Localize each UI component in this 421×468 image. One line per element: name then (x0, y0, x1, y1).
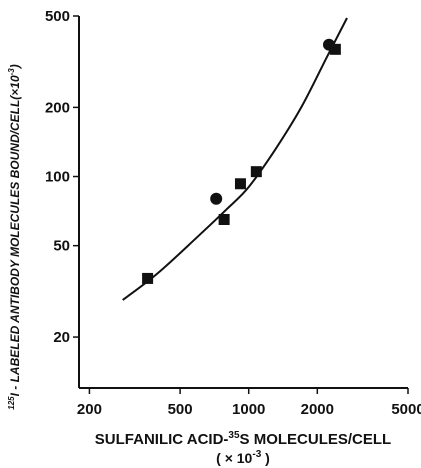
square-data-point (142, 272, 154, 284)
x-axis-label-rest: S MOLECULES/CELL (240, 431, 392, 448)
y-tick-label: 500 (45, 8, 70, 25)
x-axis-units-exp: -3 (252, 449, 261, 460)
x-axis-isotope: 35 (228, 430, 240, 441)
ticks: 200 500 1000 2000 5000 20 50 100 200 500 (45, 8, 421, 418)
square-data-point (218, 213, 230, 225)
y-tick-label: 100 (45, 169, 70, 186)
x-axis-units-close: ) (261, 450, 270, 466)
y-tick-label: 50 (53, 238, 70, 255)
fit-curve-layer (122, 17, 348, 301)
fit-curve (122, 17, 348, 301)
x-tick-label: 2000 (301, 401, 334, 418)
x-axis-units: ( × 10-3 ) (216, 449, 270, 466)
square-data-point (250, 166, 262, 178)
y-tick-label: 20 (53, 329, 70, 346)
circle-data-point (210, 192, 223, 205)
x-tick-label: 5000 (391, 401, 421, 418)
y-axis-title: 125I - LABELED ANTIBODY MOLECULES BOUND/… (7, 64, 22, 410)
y-axis-units-exp: -3 (7, 68, 16, 76)
square-data-point (234, 178, 246, 190)
y-axis-units: (×10 (8, 75, 22, 100)
x-tick-label: 200 (77, 401, 102, 418)
x-tick-label: 500 (168, 401, 193, 418)
square-data-point (329, 43, 341, 55)
y-tick-label: 200 (45, 99, 70, 116)
x-axis-title: SULFANILIC ACID-35S MOLECULES/CELL (95, 430, 391, 448)
circle-data-point (322, 38, 335, 51)
y-axis-units-close: ) (8, 64, 22, 70)
x-tick-label: 1000 (232, 401, 265, 418)
y-axis-label: I - LABELED ANTIBODY MOLECULES BOUND/CEL… (8, 100, 22, 397)
x-axis-units-open: ( × 10 (216, 450, 252, 466)
y-axis-isotope: 125 (7, 396, 16, 410)
axes (78, 16, 408, 389)
x-axis-label: SULFANILIC ACID- (95, 431, 229, 448)
data-points (142, 38, 341, 284)
